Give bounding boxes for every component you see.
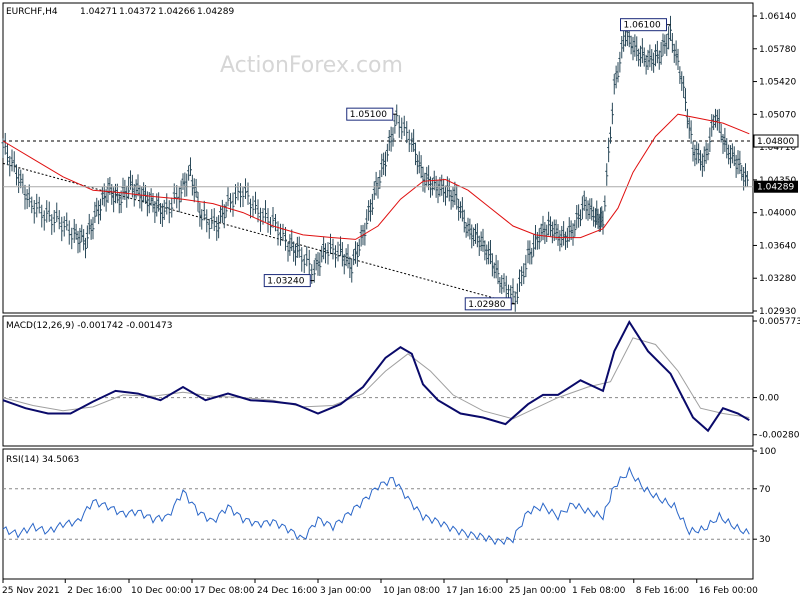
price-tick-label: 1.02930 [759,307,796,317]
price-pane-title: EURCHF,H4 [6,7,58,17]
macd-y-axis: 0.005773 0.00 -0.002801 [753,317,800,441]
price-annotations: 1.03240 1.05100 1.02980 1.06100 [263,18,671,311]
ohlc-low: 1.04266 [158,7,195,17]
rsi-pane-title: RSI(14) 34.5063 [6,455,79,465]
annotation-box [464,297,512,311]
ohlc-close: 1.04289 [197,7,234,17]
ohlc-open: 1.04271 [80,7,117,17]
price-pane: ActionForex.com EURCHF,H4 1.04271 1.0437… [1,2,799,317]
macd-series [2,319,750,433]
annotation-label: 1.02980 [468,300,505,310]
watermark: ActionForex.com [220,53,403,78]
annotation-box [620,18,667,32]
current-price-box [754,180,798,193]
x-axis: 25 Nov 2021 2 Dec 16:00 10 Dec 00:00 17 Dec… [2,579,758,596]
price-y-axis: 1.061401.057801.054201.050701.047101.043… [753,12,796,317]
rsi-tick-label: 70 [759,485,771,495]
level-line: 1.04800 [3,134,799,148]
price-tick-label: 1.05780 [759,45,796,55]
macd-pane-title: MACD(12,26,9) -0.001742 -0.001473 [6,321,172,331]
rsi-pane: RSI(14) 34.5063 100 70 30 [2,447,776,580]
x-tick-label: 10 Dec 00:00 [131,586,192,596]
macd-pane: MACD(12,26,9) -0.001742 -0.001473 0.0057… [2,315,800,447]
x-tick-label: 24 Dec 16:00 [257,586,318,596]
current-price-label: 1.04289 [757,183,794,193]
x-tick-label: 1 Feb 08:00 [572,586,626,596]
rsi-line [2,466,750,546]
rsi-series [2,466,750,546]
price-tick-label: 1.05070 [759,110,796,120]
moving-average-line [2,113,750,240]
macd-line [2,319,750,433]
annotation-box [346,107,394,121]
ohlc-readout: 1.04271 1.04372 1.04266 1.04289 [80,7,234,17]
annotation-box [263,274,311,288]
x-tick-label: 10 Jan 08:00 [383,586,440,596]
rsi-tick-label: 30 [759,535,771,545]
annotation-label: 1.05100 [350,110,387,120]
ohlc-high: 1.04372 [119,7,156,17]
annotation-label: 1.06100 [624,21,661,31]
x-tick-label: 2 Dec 16:00 [67,586,122,596]
price-tick-label: 1.03280 [759,274,796,284]
current-price: 1.04289 [3,180,798,193]
x-tick-label: 8 Feb 16:00 [636,586,690,596]
x-tick-label: 3 Jan 00:00 [320,586,372,596]
x-tick-label: 16 Feb 00:00 [699,586,758,596]
level-line-box [753,134,799,148]
price-tick-label: 1.04710 [759,143,796,153]
x-tick-label: 25 Jan 00:00 [509,586,566,596]
x-tick-label: 17 Jan 16:00 [446,586,503,596]
price-series [1,15,750,312]
annotation-label: 1.03240 [267,277,304,287]
price-tick-label: 1.04000 [759,209,796,219]
macd-tick-label: -0.002801 [759,431,800,441]
x-tick-label: 17 Dec 08:00 [194,586,255,596]
price-tick-label: 1.05420 [759,78,796,88]
rsi-tick-label: 100 [759,447,776,457]
macd-tick-label: 0.005773 [759,317,800,327]
macd-tick-label: 0.00 [759,394,779,404]
price-tick-label: 1.06140 [759,12,796,22]
rsi-y-axis: 100 70 30 [753,447,776,545]
price-tick-label: 1.03640 [759,241,796,251]
level-line-label: 1.04800 [757,137,794,147]
x-tick-label: 25 Nov 2021 [2,586,60,596]
